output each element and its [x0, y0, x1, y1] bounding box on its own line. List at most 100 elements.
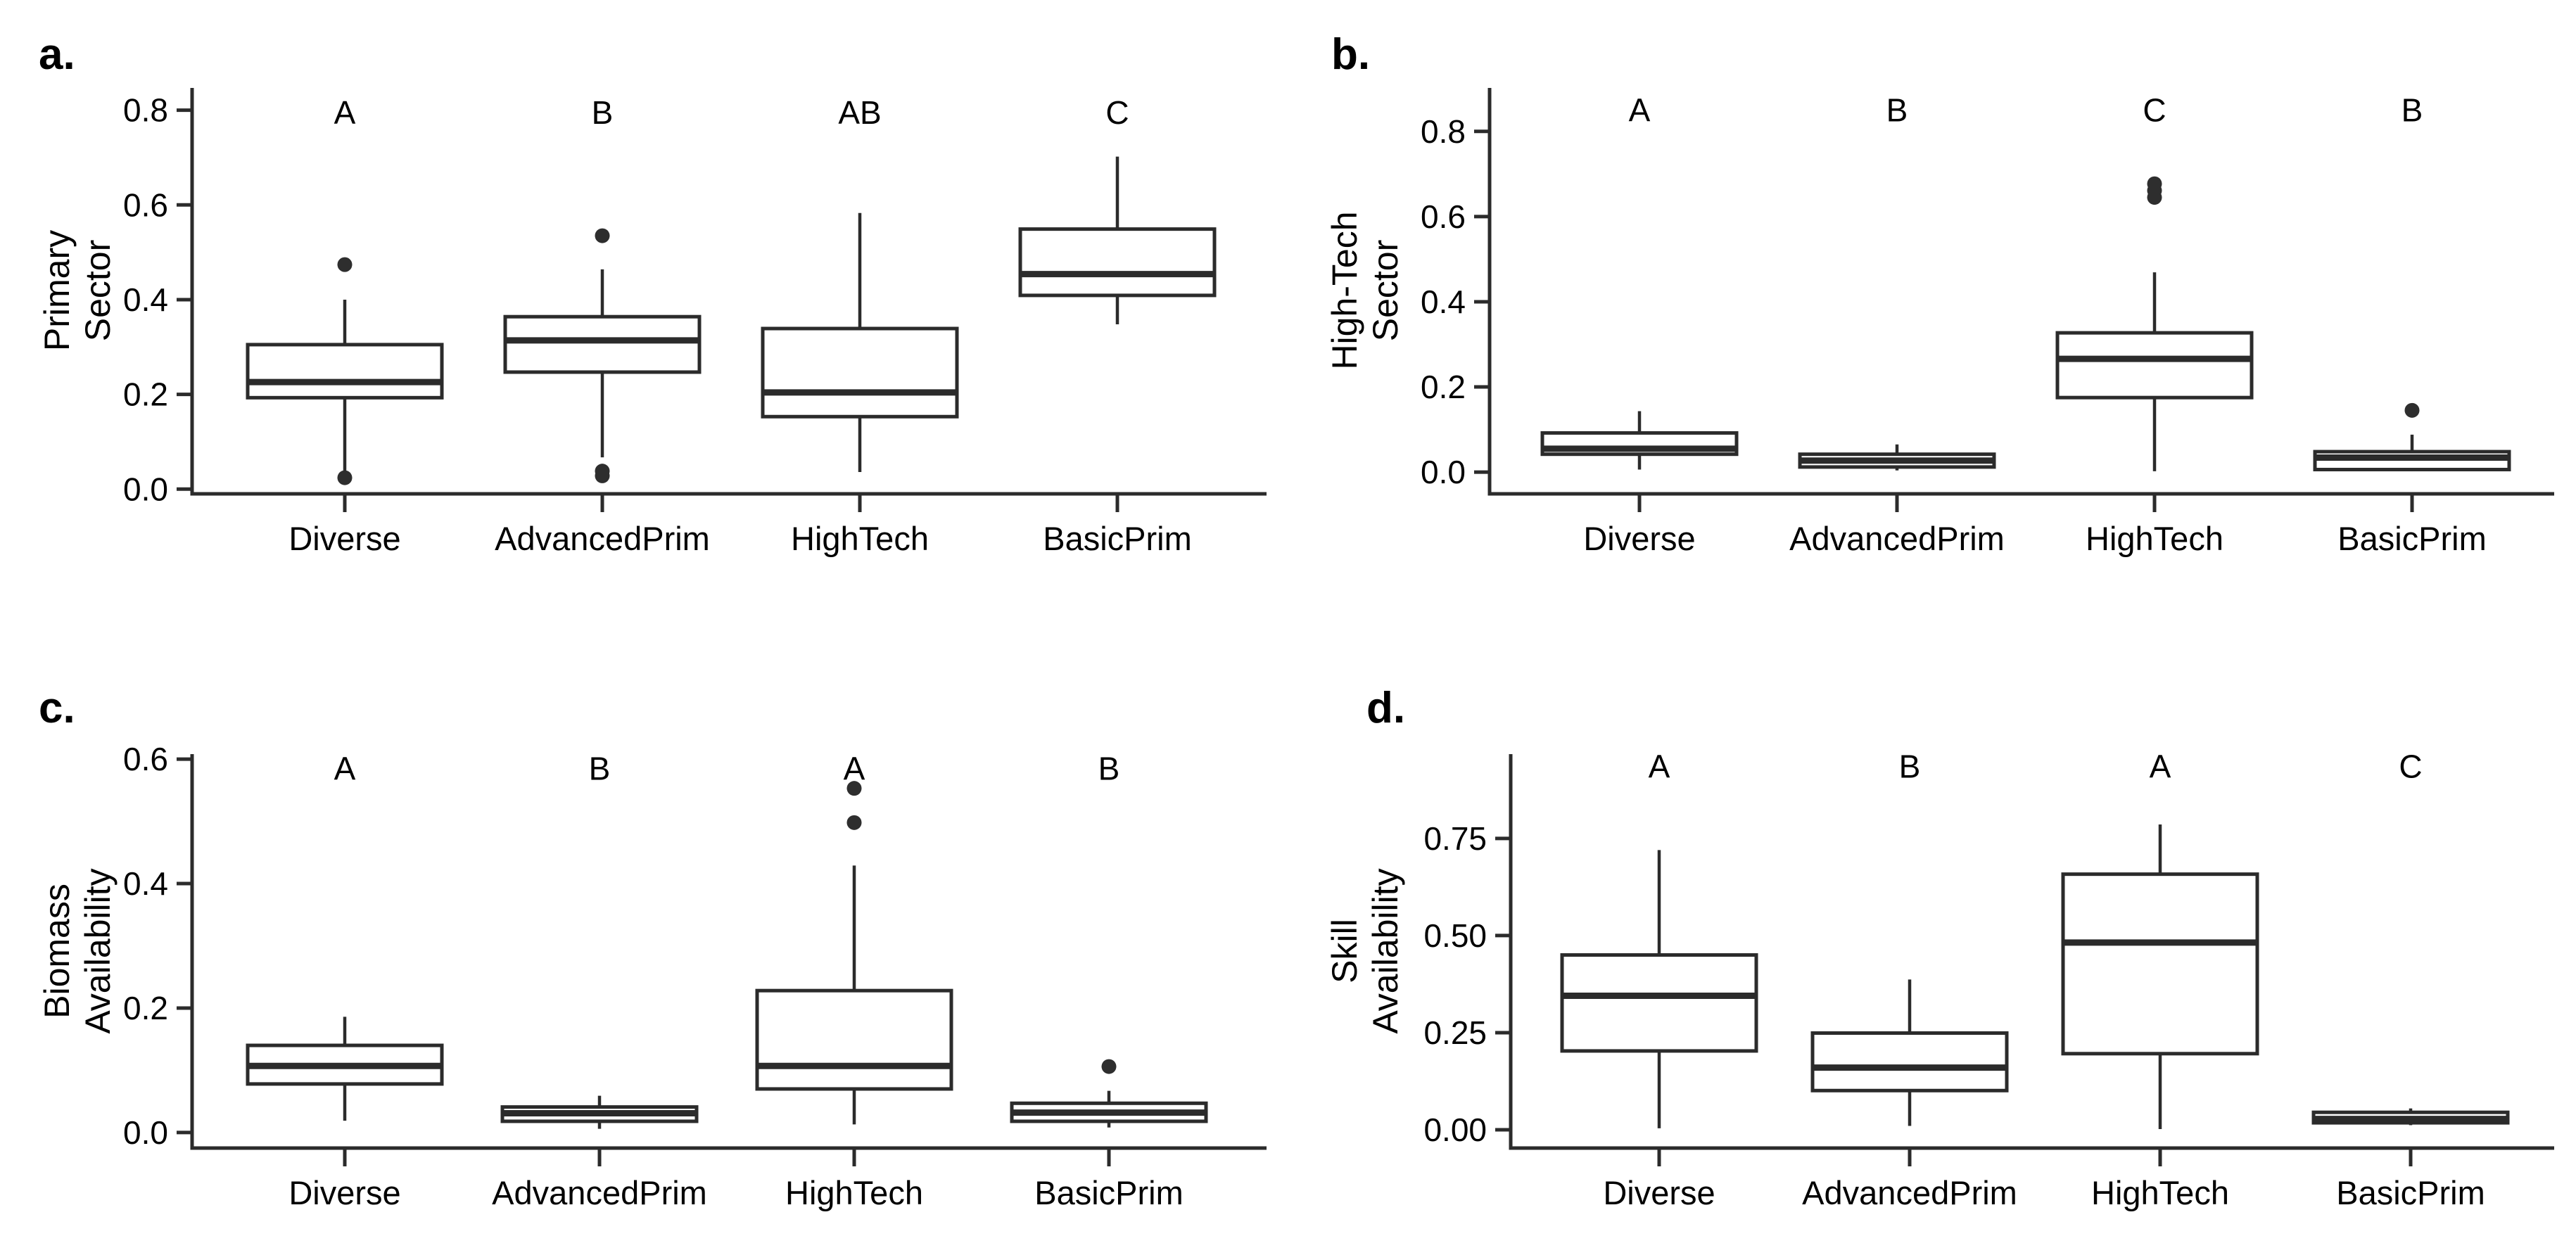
- category-label: HighTech: [2086, 520, 2223, 557]
- significance-letter: C: [1105, 94, 1129, 131]
- outlier-point: [1101, 1059, 1117, 1074]
- significance-letter: A: [1649, 748, 1670, 785]
- panel-svg: d. Skill Availability 0.00 0.25 0.50 0.75 Diver…: [1325, 684, 2554, 1211]
- iqr-box: [2061, 872, 2259, 1056]
- panel-a-primary-sector: a. Primary Sector 0.0 0.2 0.4 0.6 0.8 Diverse Adv…: [0, 0, 1288, 618]
- category-label: AdvancedPrim: [495, 520, 710, 557]
- y-tick-label: 0.8: [1421, 113, 1466, 150]
- outlier-point: [2147, 190, 2162, 205]
- significance-letter: A: [334, 750, 356, 786]
- significance-letter: C: [2399, 748, 2422, 785]
- outlier-point: [595, 468, 610, 483]
- category-label: BasicPrim: [1043, 520, 1192, 557]
- iqr-box: [2055, 331, 2254, 400]
- category-label: AdvancedPrim: [1802, 1174, 2017, 1211]
- iqr-box: [1018, 227, 1217, 298]
- iqr-box: [503, 314, 702, 374]
- boxplot-advancedprim: B: [500, 750, 699, 1129]
- boxplot-hightech: A: [2061, 748, 2259, 1129]
- y-axis-title-line: Primary: [37, 230, 77, 351]
- boxplot-basicprim: B: [1010, 750, 1208, 1128]
- y-axis-title-line: Skill: [1325, 919, 1364, 983]
- significance-letter: B: [2401, 91, 2423, 128]
- boxplot-diverse: A: [246, 94, 444, 485]
- outlier-point: [846, 815, 862, 830]
- boxplot-basicprim: C: [2311, 748, 2510, 1126]
- y-axis-title-line: Availability: [1366, 868, 1405, 1033]
- y-tick-label: 0.00: [1423, 1111, 1487, 1148]
- y-axis-title-line: Availability: [78, 868, 118, 1033]
- boxplot-advancedprim: B: [1798, 91, 1996, 471]
- panel-c-biomass-availability: c. Biomass Availability 0.0 0.2 0.4 0.6 Diverse…: [0, 618, 1288, 1236]
- category-label: Diverse: [288, 1174, 400, 1211]
- category-label: HighTech: [2091, 1174, 2229, 1211]
- y-tick-label: 0.2: [123, 990, 168, 1026]
- y-tick-label: 0.6: [123, 741, 168, 777]
- category-label: AdvancedPrim: [1789, 520, 2005, 557]
- significance-letter: A: [844, 750, 865, 786]
- boxplot-diverse: A: [1540, 91, 1739, 470]
- significance-letter: A: [334, 94, 356, 131]
- significance-letter: A: [2150, 748, 2171, 785]
- significance-letter: A: [1629, 91, 1651, 128]
- panel-svg: b. High-Tech Sector 0.0 0.2 0.4 0.6 0.8 Diverse A…: [1325, 30, 2554, 557]
- outlier-point: [595, 228, 610, 243]
- significance-letter: AB: [838, 94, 881, 131]
- y-tick-label: 0.6: [1421, 198, 1466, 235]
- iqr-box: [755, 988, 953, 1091]
- y-tick-label: 0.2: [123, 376, 168, 413]
- significance-letter: B: [589, 750, 611, 786]
- category-label: HighTech: [791, 520, 929, 557]
- y-axis-title-line: Sector: [1366, 240, 1405, 342]
- category-label: Diverse: [1603, 1174, 1715, 1211]
- y-axis-title-line: Sector: [78, 240, 118, 342]
- panel-b-hightech-sector: b. High-Tech Sector 0.0 0.2 0.4 0.6 0.8 Diverse A…: [1288, 0, 2576, 618]
- significance-letter: B: [592, 94, 614, 131]
- panel-letter-label: c.: [39, 684, 75, 732]
- panel-letter-label: a.: [39, 30, 75, 79]
- panel-svg: c. Biomass Availability 0.0 0.2 0.4 0.6 Diverse…: [37, 684, 1267, 1211]
- boxplot-diverse: A: [1560, 748, 1758, 1128]
- outlier-point: [2404, 402, 2420, 418]
- y-tick-label: 0.8: [123, 92, 168, 129]
- boxplot-advancedprim: B: [503, 94, 702, 483]
- significance-letter: B: [1098, 750, 1120, 786]
- y-tick-label: 0.75: [1423, 820, 1487, 857]
- boxplot-hightech: AB: [761, 94, 959, 473]
- category-label: BasicPrim: [1034, 1174, 1184, 1211]
- outlier-point: [337, 257, 353, 272]
- panel-d-skill-availability: d. Skill Availability 0.00 0.25 0.50 0.75 Diver…: [1288, 618, 2576, 1236]
- y-axis-title-line: High-Tech: [1325, 211, 1364, 369]
- iqr-box: [761, 326, 959, 419]
- panel-svg: a. Primary Sector 0.0 0.2 0.4 0.6 0.8 Diverse Adv…: [37, 30, 1267, 557]
- panel-letter-label: d.: [1366, 684, 1405, 732]
- y-tick-label: 0.0: [1421, 454, 1466, 490]
- y-tick-label: 0.6: [123, 186, 168, 223]
- category-label: AdvancedPrim: [492, 1174, 707, 1211]
- y-tick-label: 0.0: [123, 471, 168, 507]
- boxplot-hightech: C: [2055, 91, 2254, 471]
- significance-letter: B: [1899, 748, 1921, 785]
- y-tick-label: 0.4: [1421, 283, 1466, 320]
- boxplot-basicprim: B: [2313, 91, 2511, 471]
- y-tick-label: 0.2: [1421, 369, 1466, 405]
- iqr-box: [246, 343, 444, 400]
- panel-letter-label: b.: [1331, 30, 1370, 79]
- significance-letter: C: [2143, 91, 2166, 128]
- y-tick-label: 0.0: [123, 1114, 168, 1151]
- boxplot-advancedprim: B: [1810, 748, 2009, 1126]
- outlier-point: [846, 781, 862, 796]
- category-label: Diverse: [288, 520, 400, 557]
- boxplot-basicprim: C: [1018, 94, 1217, 324]
- y-tick-label: 0.25: [1423, 1014, 1487, 1051]
- outlier-point: [337, 470, 353, 485]
- y-tick-label: 0.50: [1423, 917, 1487, 954]
- category-label: Diverse: [1583, 520, 1695, 557]
- y-tick-label: 0.4: [123, 865, 168, 902]
- iqr-box: [1810, 1031, 2009, 1092]
- boxplot-hightech: A: [755, 750, 953, 1125]
- category-label: BasicPrim: [2336, 1174, 2485, 1211]
- category-label: HighTech: [785, 1174, 923, 1211]
- y-tick-label: 0.4: [123, 281, 168, 318]
